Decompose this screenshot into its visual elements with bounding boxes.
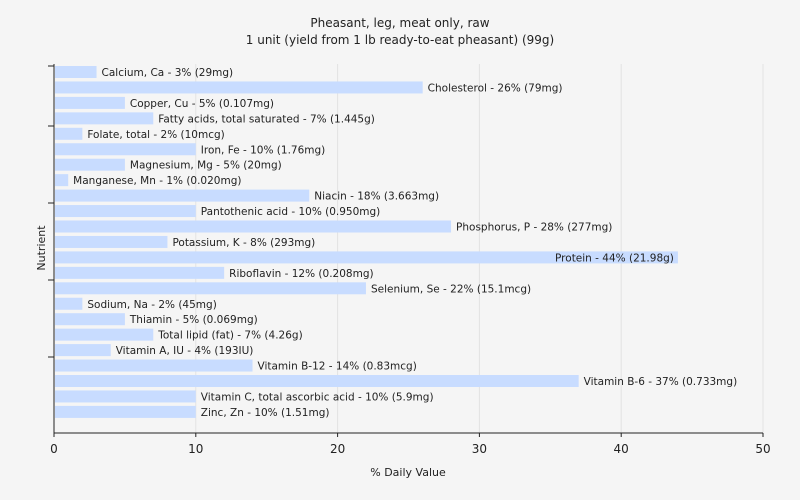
bar-label: Manganese, Mn - 1% (0.020mg) — [73, 175, 241, 187]
bar-label: Vitamin B-12 - 14% (0.83mcg) — [258, 361, 417, 373]
bar — [55, 297, 83, 310]
bar — [55, 220, 452, 233]
bar-label: Total lipid (fat) - 7% (4.26g) — [157, 330, 302, 342]
bar — [55, 313, 125, 326]
bars: Calcium, Ca - 3% (29mg) Cholesterol - 26%… — [55, 66, 737, 419]
bar-label: Iron, Fe - 10% (1.76mg) — [201, 144, 325, 156]
bar-label: Sodium, Na - 2% (45mg) — [87, 299, 216, 311]
bar-label: Magnesium, Mg - 5% (20mg) — [130, 160, 282, 172]
bar-label: Thiamin - 5% (0.069mg) — [129, 314, 258, 326]
bar — [55, 266, 225, 279]
bar-label: Potassium, K - 8% (293mg) — [172, 237, 315, 249]
chart-title: Pheasant, leg, meat only, raw — [310, 16, 489, 30]
bar — [55, 235, 168, 248]
x-tick-label: 40 — [614, 442, 629, 456]
bar — [55, 390, 196, 403]
bar-label: Zinc, Zn - 10% (1.51mg) — [201, 407, 330, 419]
bar — [55, 359, 253, 372]
bar — [55, 205, 196, 218]
y-axis-title: Nutrient — [35, 225, 48, 271]
bar — [55, 189, 310, 202]
bar-label: Calcium, Ca - 3% (29mg) — [102, 67, 234, 79]
chart-subtitle: 1 unit (yield from 1 lb ready-to-eat phe… — [246, 33, 554, 47]
bar-label: Vitamin C, total ascorbic acid - 10% (5.… — [201, 391, 434, 403]
bar — [55, 143, 196, 156]
bar — [55, 158, 125, 171]
bar — [55, 66, 97, 78]
bar — [55, 174, 69, 187]
x-tick-label: 10 — [188, 442, 203, 456]
bar-label: Vitamin A, IU - 4% (193IU) — [116, 345, 254, 357]
bar-label: Pantothenic acid - 10% (0.950mg) — [201, 206, 380, 218]
bar-label: Vitamin B-6 - 37% (0.733mg) — [584, 376, 738, 388]
x-tick-label: 50 — [755, 442, 770, 456]
bar-label: Riboflavin - 12% (0.208mg) — [229, 268, 373, 280]
axes: 0 10 20 30 40 50 — [48, 64, 771, 456]
x-axis-title: % Daily Value — [370, 466, 446, 479]
bar-label: Niacin - 18% (3.663mg) — [314, 191, 439, 203]
bar — [55, 112, 154, 125]
bar — [55, 375, 579, 387]
bar-label: Selenium, Se - 22% (15.1mcg) — [371, 283, 531, 295]
bar — [55, 328, 154, 341]
x-tick-label: 0 — [50, 442, 58, 456]
bar — [55, 251, 678, 264]
bar-label: Copper, Cu - 5% (0.107mg) — [130, 98, 274, 110]
x-tick-label: 30 — [472, 442, 487, 456]
bar — [55, 282, 366, 295]
bar — [55, 96, 125, 109]
x-tick-label: 20 — [330, 442, 345, 456]
bar — [55, 127, 83, 140]
bar-label: Phosphorus, P - 28% (277mg) — [456, 222, 612, 234]
bar-label: Protein - 44% (21.98g) — [555, 252, 674, 264]
bar — [55, 81, 423, 94]
bar-label: Cholesterol - 26% (79mg) — [428, 82, 563, 94]
bar — [55, 405, 196, 418]
bar-label: Fatty acids, total saturated - 7% (1.445… — [158, 113, 375, 125]
bar-label: Folate, total - 2% (10mcg) — [87, 129, 224, 141]
bar — [55, 344, 111, 357]
